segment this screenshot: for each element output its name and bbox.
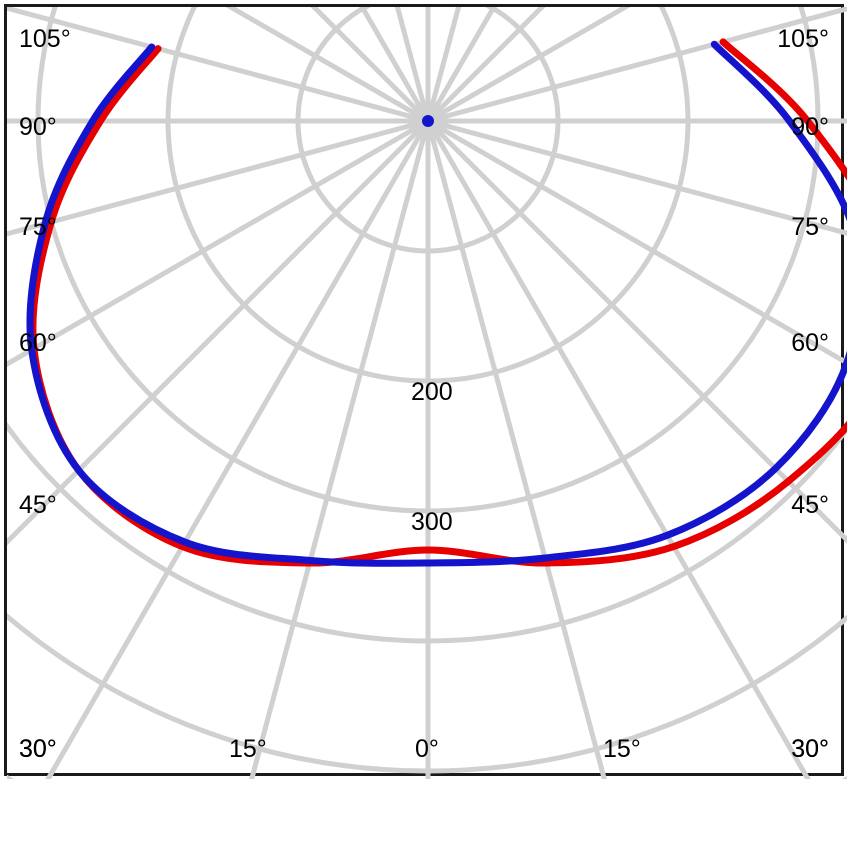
angle-label-left-90: 90°: [19, 113, 57, 141]
angle-label-bottom-30-left: 30°: [19, 735, 57, 763]
plot-frame: 105° 90° 75° 60° 45° 30° 105° 90° 75° 60…: [4, 4, 847, 779]
angle-label-left-30: 30°: [19, 735, 57, 763]
photometric-curves: [26, 38, 847, 567]
radial-label-300: 300: [411, 508, 453, 536]
footer: cd/klm η = 100% C0 - C180 C90 - C270: [0, 780, 848, 848]
angle-label-bottom-30-right: 30°: [791, 735, 829, 763]
polar-grid: [7, 7, 847, 779]
angle-label-right-30: 30°: [791, 735, 829, 763]
angle-label-bottom-0: 0°: [415, 735, 439, 763]
origin-dot: [422, 115, 434, 127]
angle-label-left-105: 105°: [19, 25, 71, 53]
radial-label-200: 200: [411, 378, 453, 406]
curve-c90-c270: [26, 40, 847, 567]
angle-label-bottom-15-right: 15°: [603, 735, 641, 763]
angle-label-right-90: 90°: [791, 113, 829, 141]
angle-label-right-60: 60°: [791, 329, 829, 357]
origin-marker: [422, 115, 434, 127]
curve-c0-c180: [29, 38, 847, 567]
polar-plot-svg: [7, 7, 847, 779]
angle-label-left-45: 45°: [19, 491, 57, 519]
angle-label-right-75: 75°: [791, 213, 829, 241]
angle-label-left-60: 60°: [19, 329, 57, 357]
angle-label-right-105: 105°: [777, 25, 829, 53]
angle-label-bottom-15-left: 15°: [229, 735, 267, 763]
angle-label-right-45: 45°: [791, 491, 829, 519]
angle-label-left-75: 75°: [19, 213, 57, 241]
